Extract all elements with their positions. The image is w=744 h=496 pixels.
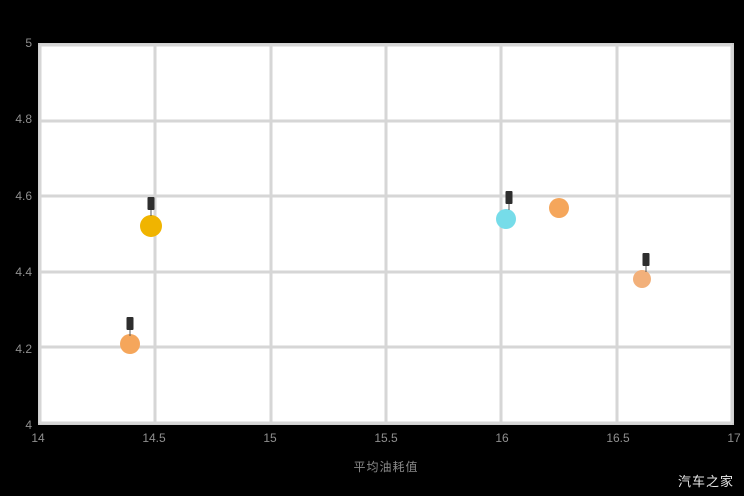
point-label-stem xyxy=(129,329,131,336)
x-tick-label: 16 xyxy=(495,431,509,445)
grid-line-vertical xyxy=(615,45,619,423)
y-tick-label: 4 xyxy=(25,418,32,432)
y-tick-label: 5 xyxy=(25,36,32,50)
point-label-stem xyxy=(508,203,510,210)
x-tick-label: 14.5 xyxy=(142,431,166,445)
watermark-autohome: 汽车之家 xyxy=(677,474,734,489)
data-point-bubble[interactable] xyxy=(495,208,516,229)
y-tick-label: 4.8 xyxy=(15,112,32,127)
point-label-mark xyxy=(642,252,650,266)
x-axis-title: 平均油耗值 xyxy=(353,460,419,474)
grid-line-vertical xyxy=(499,45,503,423)
point-label-mark xyxy=(126,316,134,330)
y-tick-label: 4.4 xyxy=(15,265,32,280)
grid-line-vertical xyxy=(38,45,42,423)
grid-line-vertical xyxy=(269,45,273,423)
grid-line-vertical xyxy=(384,45,388,423)
data-point-bubble[interactable] xyxy=(139,215,162,238)
grid-line-vertical xyxy=(730,45,734,423)
grid-line-horizontal xyxy=(40,345,732,349)
point-label-stem xyxy=(645,265,647,272)
grid-line-horizontal xyxy=(40,119,732,123)
plot-area xyxy=(38,43,734,425)
data-point-bubble[interactable] xyxy=(549,197,569,218)
grid-line-horizontal xyxy=(40,194,732,198)
x-tick-label: 16.5 xyxy=(606,431,630,445)
x-tick-label: 15.5 xyxy=(374,431,398,445)
x-tick-label: 17 xyxy=(727,431,741,445)
y-tick-label: 4.6 xyxy=(15,188,32,203)
point-label-mark xyxy=(147,197,155,211)
data-point-bubble[interactable] xyxy=(633,270,652,289)
grid-line-horizontal xyxy=(40,43,732,47)
x-tick-label: 15 xyxy=(263,431,277,445)
grid-line-horizontal xyxy=(40,421,732,425)
data-point-bubble[interactable] xyxy=(119,333,140,354)
point-label-mark xyxy=(505,190,513,204)
point-label-stem xyxy=(150,210,152,217)
grid-line-horizontal xyxy=(40,270,732,274)
y-tick-label: 4.2 xyxy=(15,341,32,356)
x-tick-label: 14 xyxy=(31,431,45,445)
